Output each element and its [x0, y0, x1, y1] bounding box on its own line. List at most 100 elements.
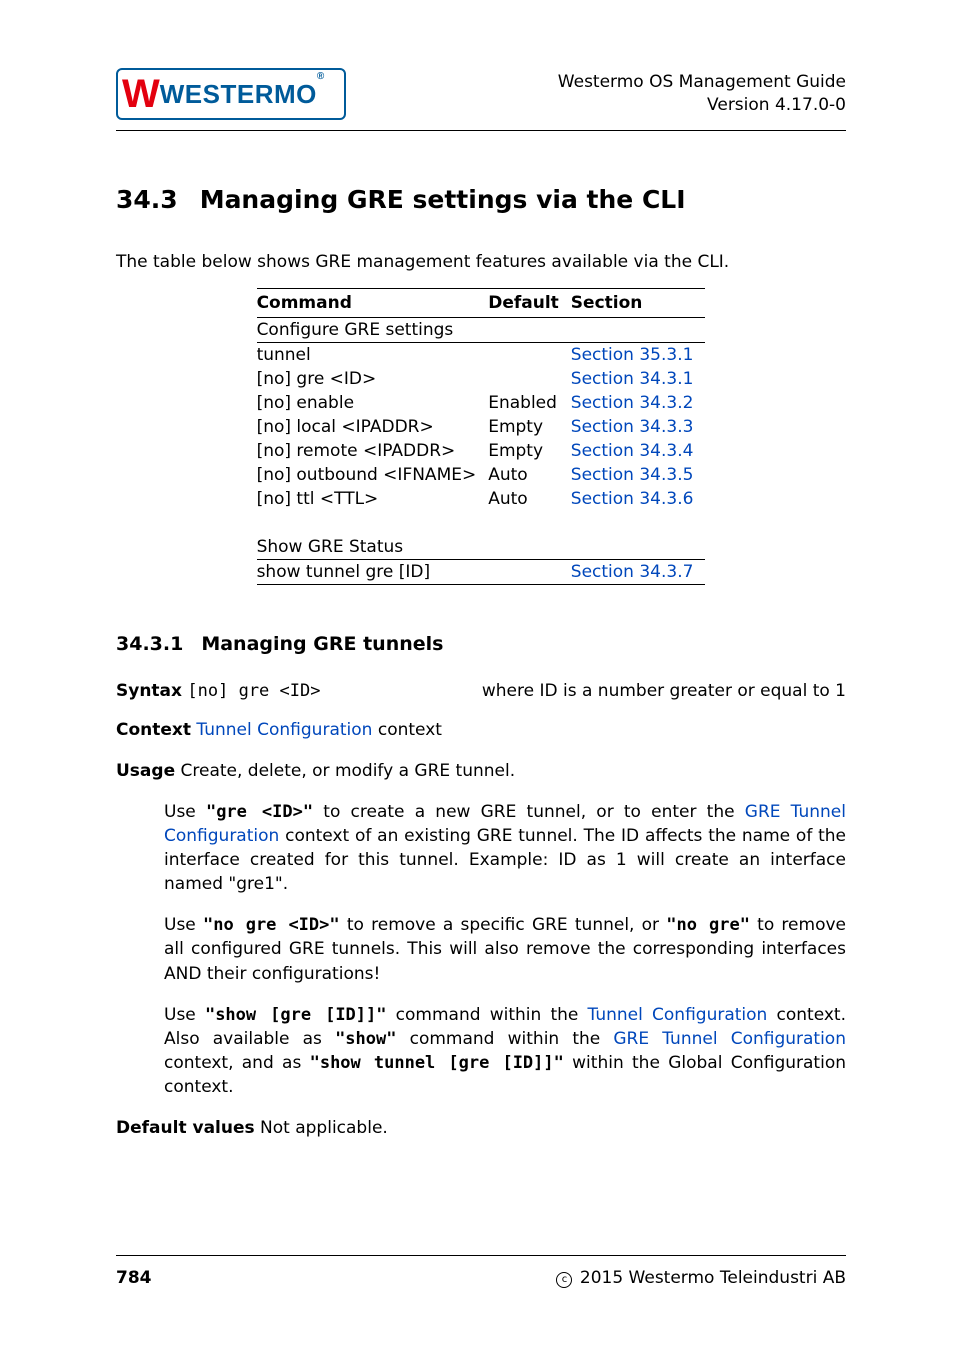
usage-p3-b: command within the [387, 1005, 588, 1025]
guide-title: Westermo OS Management Guide [558, 71, 846, 94]
cell-command: [no] gre <ID> [257, 367, 489, 391]
copyright-icon: c [556, 1272, 572, 1288]
header-right: Westermo OS Management Guide Version 4.1… [558, 71, 846, 117]
table-row: [no] gre <ID> Section 34.3.1 [257, 367, 706, 391]
cell-default: Enabled [488, 391, 571, 415]
version: Version 4.17.0-0 [558, 94, 846, 117]
usage-p2-a: Use [164, 915, 203, 935]
subsection-number: 34.3.1 [116, 633, 183, 655]
cell-default: Empty [488, 415, 571, 439]
logo-w-icon: W [122, 74, 158, 114]
usage-lead: Usage Create, delete, or modify a GRE tu… [116, 759, 846, 783]
table-row: [no] local <IPADDR>EmptySection 34.3.3 [257, 415, 706, 439]
cell-command: tunnel [257, 342, 489, 367]
cell-section[interactable]: Section 34.3.2 [571, 391, 706, 415]
usage-p3-a: Use [164, 1005, 205, 1025]
page-header: W Westermo® Westermo OS Management Guide… [116, 68, 846, 120]
usage-p3: Use "show [gre [ID]]" command within the… [164, 1003, 846, 1100]
table-row: tunnel Section 35.3.1 [257, 342, 706, 367]
table-row: [no] remote <IPADDR>EmptySection 34.3.4 [257, 439, 706, 463]
subsection-title: Managing GRE tunnels [201, 633, 443, 655]
cell-default: Empty [488, 439, 571, 463]
table-row [257, 511, 706, 535]
cell-command: [no] outbound <IFNAME> [257, 463, 489, 487]
page: W Westermo® Westermo OS Management Guide… [0, 0, 954, 1350]
default-values-text: Not applicable. [255, 1118, 388, 1138]
usage-label: Usage [116, 761, 175, 781]
cell-default [488, 367, 571, 391]
context-label: Context [116, 720, 191, 740]
cell-command: Configure GRE settings [257, 317, 489, 342]
copyright: c 2015 Westermo Teleindustri AB [556, 1268, 846, 1288]
cell-section[interactable]: Section 34.3.4 [571, 439, 706, 463]
table-row: Show GRE Status [257, 535, 706, 560]
default-values-label: Default values [116, 1118, 255, 1138]
usage-p2-b: to remove a specific GRE tunnel, or [340, 915, 667, 935]
syntax-label: Syntax [116, 681, 182, 701]
usage-p1-a: Use [164, 802, 206, 822]
header-rule [116, 130, 846, 131]
cell-command: [no] local <IPADDR> [257, 415, 489, 439]
footer-row: 784 c 2015 Westermo Teleindustri AB [116, 1268, 846, 1288]
cell-section [571, 535, 706, 560]
syntax-lhs: Syntax [no] gre <ID> [116, 681, 320, 701]
table-row: Configure GRE settings [257, 317, 706, 342]
usage-p2-code2: "no gre" [666, 915, 750, 935]
context-link[interactable]: Tunnel Configuration [196, 720, 372, 740]
page-footer: 784 c 2015 Westermo Teleindustri AB [116, 1255, 846, 1288]
cell-section [571, 317, 706, 342]
page-number: 784 [116, 1268, 152, 1288]
command-table: Command Default Section Configure GRE se… [257, 288, 706, 585]
usage-p3-code1: "show [gre [ID]]" [205, 1005, 387, 1025]
cell-command: [no] ttl <TTL> [257, 487, 489, 511]
syntax-note: where ID is a number greater or equal to… [482, 681, 846, 701]
cell-default [488, 535, 571, 560]
context-line: Context Tunnel Configuration context [116, 718, 846, 742]
intro-paragraph: The table below shows GRE management fea… [116, 250, 846, 276]
logo: W Westermo® [116, 68, 346, 120]
cell-default [488, 342, 571, 367]
th-command: Command [257, 288, 489, 317]
table-row: [no] enableEnabledSection 34.3.2 [257, 391, 706, 415]
usage-p2: Use "no gre <ID>" to remove a specific G… [164, 913, 846, 985]
table-row: show tunnel gre [ID] Section 34.3.7 [257, 559, 706, 584]
cell-section[interactable]: Section 34.3.1 [571, 367, 706, 391]
cell-command: Show GRE Status [257, 535, 489, 560]
usage-p3-d: command within the [396, 1029, 613, 1049]
usage-p3-e: context, and as [164, 1053, 310, 1073]
usage-p3-link2[interactable]: GRE Tunnel Configuration [613, 1029, 846, 1049]
section-number: 34.3 [116, 185, 178, 214]
table-header-row: Command Default Section [257, 288, 706, 317]
cell-section[interactable]: Section 34.3.6 [571, 487, 706, 511]
cell-default: Auto [488, 487, 571, 511]
cell-default: Auto [488, 463, 571, 487]
cell-section[interactable]: Section 34.3.3 [571, 415, 706, 439]
table-row: [no] ttl <TTL>AutoSection 34.3.6 [257, 487, 706, 511]
cell-section[interactable]: Section 35.3.1 [571, 342, 706, 367]
usage-p3-link1[interactable]: Tunnel Configuration [588, 1005, 768, 1025]
cell-default [488, 559, 571, 584]
context-suffix: context [372, 720, 441, 740]
subsection-heading: 34.3.1 Managing GRE tunnels [116, 633, 846, 655]
table-row: [no] outbound <IFNAME>AutoSection 34.3.5 [257, 463, 706, 487]
usage-lead-text: Create, delete, or modify a GRE tunnel. [175, 761, 515, 781]
usage-p3-code2: "show" [335, 1029, 396, 1049]
th-default: Default [488, 288, 571, 317]
usage-p1-code: "gre <ID>" [206, 802, 313, 822]
cell-command: [no] enable [257, 391, 489, 415]
syntax-line: Syntax [no] gre <ID> where ID is a numbe… [116, 681, 846, 701]
footer-rule [116, 1255, 846, 1256]
usage-p1-b: to create a new GRE tunnel, or to enter … [313, 802, 745, 822]
cell-section[interactable]: Section 34.3.5 [571, 463, 706, 487]
cell-section[interactable]: Section 34.3.7 [571, 559, 706, 584]
default-values-line: Default values Not applicable. [116, 1116, 846, 1140]
cell-default [488, 317, 571, 342]
section-title: Managing GRE settings via the CLI [200, 185, 686, 214]
spacer-cell [257, 511, 706, 535]
usage-p2-code1: "no gre <ID>" [203, 915, 340, 935]
section-heading: 34.3 Managing GRE settings via the CLI [116, 185, 846, 214]
logo-brand-text: Westermo® [160, 79, 325, 110]
cell-command: show tunnel gre [ID] [257, 559, 489, 584]
syntax-code: [no] gre <ID> [187, 681, 320, 701]
usage-p1: Use "gre <ID>" to create a new GRE tunne… [164, 800, 846, 897]
